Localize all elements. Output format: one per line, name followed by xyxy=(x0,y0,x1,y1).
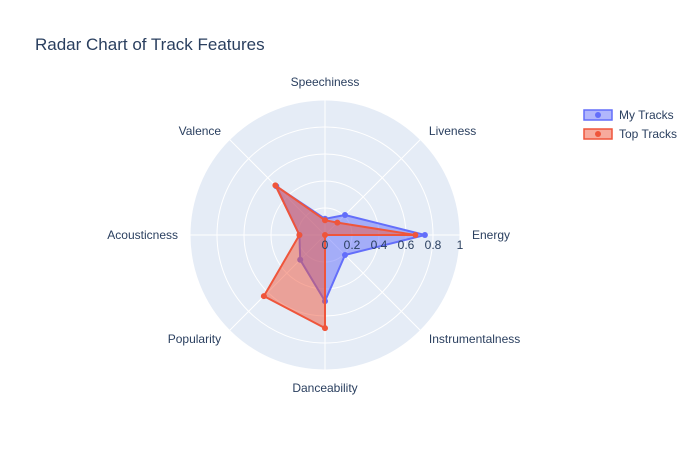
radial-tick-label: 1 xyxy=(457,238,464,252)
top-tracks-point-danceability[interactable] xyxy=(322,325,328,332)
axis-label-danceability: Danceability xyxy=(292,381,357,395)
radial-tick-label: 0.2 xyxy=(344,238,361,252)
legend-item-my-tracks[interactable]: My Tracks xyxy=(583,108,674,122)
radial-tick-label: 0.6 xyxy=(398,238,415,252)
label-layer: 0 0.2 0.4 0.6 0.8 1 Energy Liveness Speechiness V… xyxy=(107,75,520,395)
legend-label: My Tracks xyxy=(619,108,674,122)
legend-item-top-tracks[interactable]: Top Tracks xyxy=(583,127,677,141)
axis-label-speechiness: Speechiness xyxy=(291,75,360,89)
top-tracks-point-liveness[interactable] xyxy=(334,219,341,226)
radial-tick-label: 0 xyxy=(322,238,329,252)
legend-marker xyxy=(595,112,601,118)
top-tracks-point-popularity[interactable] xyxy=(260,293,267,300)
legend-label: Top Tracks xyxy=(619,127,677,141)
series-layer xyxy=(260,182,428,332)
radial-tick-label: 0.8 xyxy=(425,238,442,252)
axis-label-instrumentalness: Instrumentalness xyxy=(429,332,520,346)
axis-label-valence: Valence xyxy=(179,124,222,138)
my-tracks-point-liveness[interactable] xyxy=(342,212,348,218)
top-tracks-point-valence[interactable] xyxy=(272,182,279,189)
legend-marker xyxy=(595,131,601,137)
axis-label-popularity: Popularity xyxy=(168,332,221,346)
axis-label-energy: Energy xyxy=(472,228,510,242)
chart-title: Radar Chart of Track Features xyxy=(35,35,265,54)
top-tracks-point-instrumentalness[interactable] xyxy=(322,232,328,238)
top-tracks-point-acousticness[interactable] xyxy=(296,232,303,238)
top-tracks-point-speechiness[interactable] xyxy=(322,217,328,224)
top-tracks-point-energy[interactable] xyxy=(412,232,419,238)
my-tracks-point-instrumentalness[interactable] xyxy=(342,252,348,258)
my-tracks-point-energy[interactable] xyxy=(421,232,428,238)
legend[interactable]: My Tracks Top Tracks xyxy=(583,108,677,141)
axis-label-liveness: Liveness xyxy=(429,124,476,138)
radial-tick-label: 0.4 xyxy=(371,238,388,252)
axis-label-acousticness: Acousticness xyxy=(107,228,178,242)
